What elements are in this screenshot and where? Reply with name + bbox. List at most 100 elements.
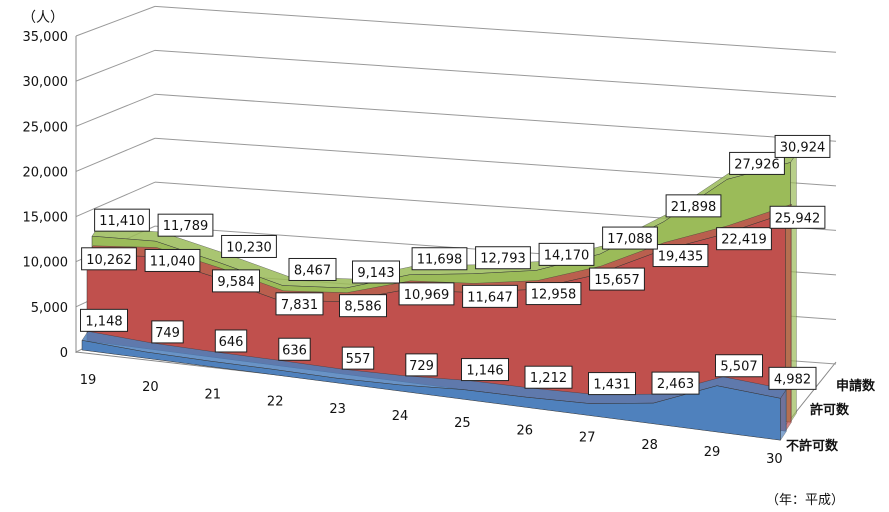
- data-label-box: [405, 353, 438, 377]
- data-label-s0-5: 729: [405, 353, 438, 377]
- data-label-text: 17,088: [607, 232, 653, 247]
- data-label-text: 11,410: [99, 214, 145, 229]
- x-tick-label: 19: [80, 373, 97, 388]
- gridline-left-4: [75, 137, 156, 172]
- x-unit-label: （年：平成）: [766, 493, 844, 508]
- data-label-s1-0: 10,262: [81, 247, 137, 271]
- x-tick-label: 21: [205, 387, 222, 402]
- data-label-box: [651, 371, 700, 395]
- data-label-box: [589, 267, 645, 291]
- x-tick-label: 26: [517, 423, 534, 438]
- data-label-s0-6: 1,146: [461, 358, 509, 382]
- data-label-text: 557: [346, 352, 371, 367]
- data-label-s0-2: 646: [214, 329, 248, 353]
- data-label-text: 10,230: [226, 240, 272, 255]
- y-tick-label: 5,000: [31, 301, 68, 316]
- data-label-s0-11: 4,982: [768, 366, 817, 390]
- data-label-box: [475, 246, 531, 270]
- data-label-box: [538, 242, 595, 266]
- data-label-box: [461, 358, 509, 382]
- gridline-left-7: [75, 5, 156, 37]
- axes: 0 5,000 10,000 15,000 20,000 25,000 30,000 35,0…: [23, 30, 837, 467]
- data-label-s0-0: 1,148: [80, 308, 128, 332]
- data-label-text: 2,463: [657, 377, 694, 392]
- data-label-box: [769, 205, 826, 229]
- data-label-s2-0: 11,410: [94, 208, 150, 232]
- x-tick-label: 22: [267, 395, 284, 410]
- data-label-s1-11: 25,942: [769, 205, 826, 229]
- data-label-box: [221, 234, 277, 258]
- series-name-label: 許可数: [810, 402, 850, 418]
- data-label-s1-2: 9,584: [212, 269, 260, 293]
- gridline-left-5: [75, 93, 156, 127]
- data-label-s0-7: 1,212: [524, 365, 573, 389]
- y-tick-label: 20,000: [23, 165, 69, 180]
- data-label-s0-10: 5,507: [715, 354, 763, 378]
- data-label-box: [602, 226, 658, 250]
- data-label-text: 15,657: [594, 273, 640, 288]
- data-label-box: [462, 284, 518, 308]
- series-name-label: 申請数: [836, 378, 876, 394]
- y-tick-label: 35,000: [23, 30, 69, 45]
- gridline-back-6: [154, 49, 837, 98]
- gridline-back-5: [154, 93, 837, 142]
- data-label-text: 5,507: [720, 360, 757, 375]
- x-tick-label: 25: [454, 416, 471, 431]
- gridline-left-6: [75, 49, 156, 82]
- data-label-text: 11,040: [150, 254, 196, 269]
- y-tick-label: 10,000: [23, 256, 69, 271]
- data-label-s0-3: 636: [278, 337, 311, 361]
- data-label-text: 11,698: [417, 253, 463, 268]
- data-label-text: 11,647: [467, 290, 513, 305]
- data-label-text: 7,831: [281, 298, 318, 313]
- data-label-box: [411, 247, 468, 271]
- data-label-text: 30,924: [780, 140, 826, 155]
- data-label-text: 729: [409, 359, 434, 374]
- x-tick-label: 24: [392, 409, 409, 424]
- data-label-box: [278, 337, 311, 361]
- data-label-text: 749: [155, 326, 180, 341]
- data-label-box: [212, 269, 260, 293]
- data-label-text: 8,467: [294, 263, 331, 278]
- data-label-text: 12,793: [480, 252, 526, 267]
- data-label-s2-8: 17,088: [602, 226, 658, 250]
- y-unit-label: （人）: [22, 10, 64, 26]
- data-label-box: [341, 346, 375, 370]
- data-label-text: 1,212: [530, 371, 567, 386]
- y-tick-label: 15,000: [23, 211, 69, 226]
- y-tick-label: 30,000: [23, 75, 69, 90]
- data-label-s0-9: 2,463: [651, 371, 700, 395]
- data-label-s2-7: 14,170: [538, 242, 595, 266]
- data-label-text: 9,584: [217, 275, 254, 290]
- data-label-text: 19,435: [658, 250, 704, 265]
- data-label-box: [288, 257, 337, 281]
- data-label-s1-3: 7,831: [275, 292, 324, 316]
- series-area-0: [81, 340, 781, 441]
- data-label-box: [525, 282, 582, 306]
- data-label-s1-1: 11,040: [144, 248, 201, 272]
- data-label-s2-6: 12,793: [475, 246, 531, 270]
- data-label-s2-11: 30,924: [774, 134, 831, 158]
- data-label-s1-7: 12,958: [525, 282, 582, 306]
- data-label-text: 11,789: [163, 219, 209, 234]
- data-label-text: 21,898: [671, 200, 717, 215]
- data-label-text: 10,969: [404, 288, 450, 303]
- data-label-text: 12,958: [531, 288, 577, 303]
- data-label-s1-10: 22,419: [716, 227, 772, 251]
- data-label-box: [729, 151, 785, 175]
- x-tick-label: 27: [579, 431, 596, 446]
- data-label-box: [774, 134, 831, 158]
- data-label-box: [339, 294, 387, 318]
- series-name-label: 不許可数: [786, 438, 839, 454]
- x-tick-label: 29: [704, 445, 721, 460]
- data-label-box: [214, 329, 248, 353]
- series-side-0: [780, 388, 787, 441]
- data-label-box: [524, 365, 573, 389]
- gridline-back-7: [154, 5, 837, 53]
- data-label-s2-10: 27,926: [729, 151, 785, 175]
- data-label-s0-8: 1,431: [588, 372, 636, 396]
- data-label-s1-9: 19,435: [652, 244, 709, 268]
- data-label-s1-8: 15,657: [589, 267, 645, 291]
- x-tick-label: 20: [142, 380, 159, 395]
